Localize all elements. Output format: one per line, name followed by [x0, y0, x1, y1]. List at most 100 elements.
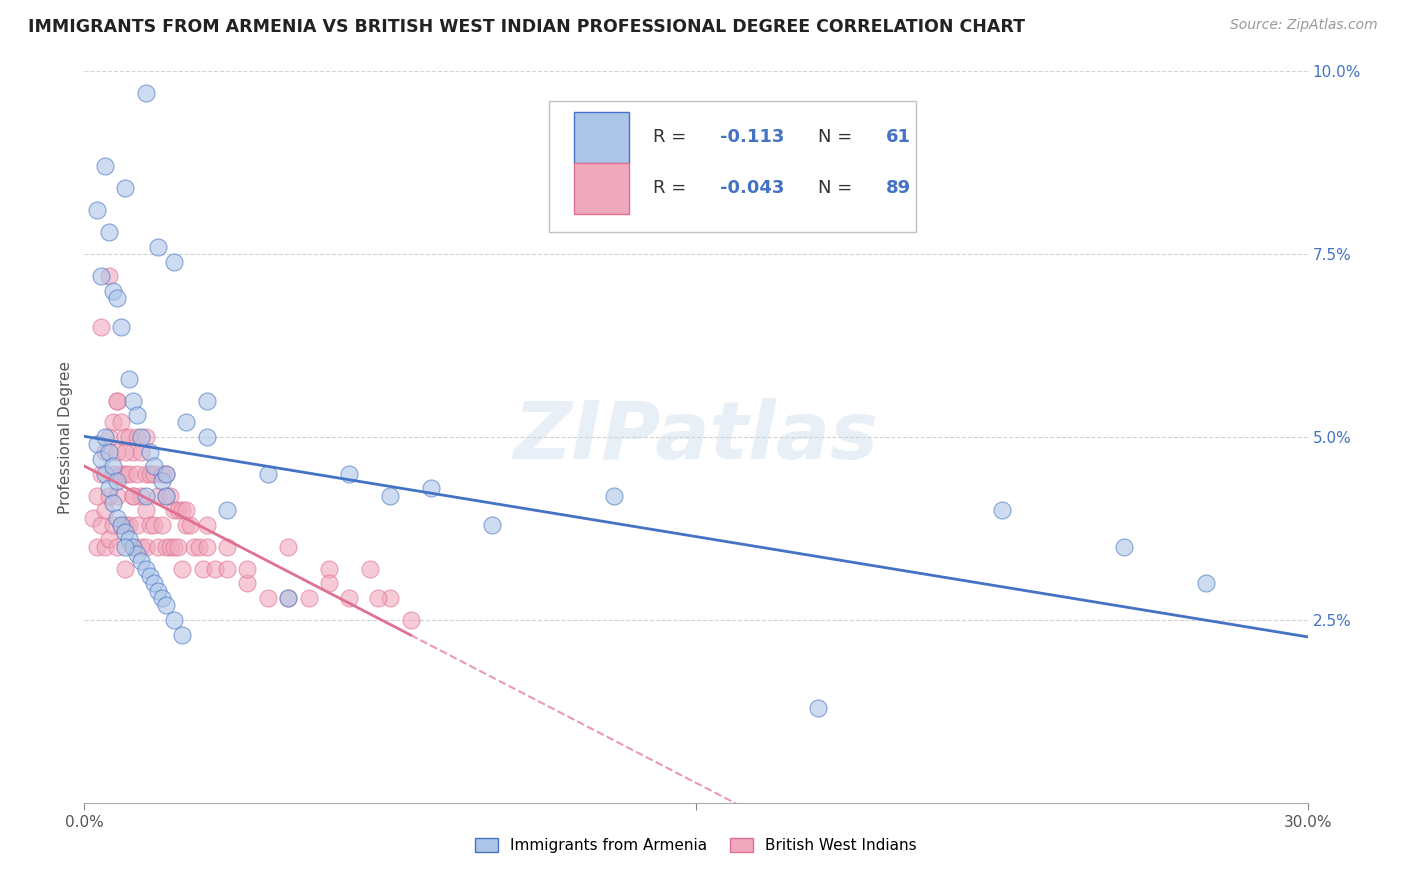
Point — [163, 540, 186, 554]
Point — [339, 467, 361, 481]
Point — [122, 540, 145, 554]
Point — [114, 540, 136, 554]
Point — [127, 517, 149, 532]
Point — [131, 489, 153, 503]
Point — [105, 393, 128, 408]
Point — [105, 291, 128, 305]
Point — [179, 517, 201, 532]
Point — [217, 540, 239, 554]
Point — [82, 510, 104, 524]
Point — [163, 254, 186, 268]
Point — [114, 467, 136, 481]
Point — [127, 430, 149, 444]
Point — [135, 540, 157, 554]
Point — [122, 444, 145, 458]
Point — [236, 576, 259, 591]
Point — [86, 489, 108, 503]
Point — [991, 503, 1014, 517]
Point — [318, 562, 340, 576]
Point — [90, 517, 112, 532]
Point — [318, 576, 340, 591]
Point — [150, 591, 173, 605]
Point — [159, 540, 181, 554]
Point — [146, 583, 169, 598]
Point — [135, 503, 157, 517]
Point — [131, 554, 153, 568]
Point — [110, 320, 132, 334]
Point — [122, 393, 145, 408]
Point — [93, 444, 115, 458]
Point — [155, 599, 177, 613]
Point — [118, 533, 141, 547]
Point — [155, 489, 177, 503]
Y-axis label: Professional Degree: Professional Degree — [58, 360, 73, 514]
Text: Source: ZipAtlas.com: Source: ZipAtlas.com — [1230, 18, 1378, 32]
Point — [93, 540, 115, 554]
Point — [127, 408, 149, 422]
Point — [127, 467, 149, 481]
Point — [146, 540, 169, 554]
Point — [187, 540, 209, 554]
Point — [105, 393, 128, 408]
Point — [167, 540, 190, 554]
Point — [105, 444, 128, 458]
Point — [481, 517, 503, 532]
Point — [135, 87, 157, 101]
Point — [114, 181, 136, 195]
Text: N =: N = — [818, 128, 858, 146]
Point — [142, 459, 165, 474]
Text: 89: 89 — [886, 179, 911, 197]
Point — [155, 489, 177, 503]
Point — [93, 430, 115, 444]
Point — [122, 489, 145, 503]
Point — [150, 467, 173, 481]
Point — [195, 393, 218, 408]
Point — [1195, 576, 1218, 591]
Point — [90, 320, 112, 334]
Point — [93, 467, 115, 481]
Point — [122, 489, 145, 503]
Point — [93, 503, 115, 517]
Point — [101, 517, 124, 532]
Point — [97, 533, 120, 547]
Point — [174, 416, 197, 430]
Point — [110, 467, 132, 481]
Point — [105, 489, 128, 503]
Point — [217, 503, 239, 517]
Point — [105, 474, 128, 488]
Point — [135, 467, 157, 481]
Point — [183, 540, 205, 554]
Point — [420, 481, 443, 495]
Point — [380, 591, 402, 605]
Point — [277, 591, 299, 605]
Point — [155, 467, 177, 481]
Point — [110, 517, 132, 532]
Point — [105, 540, 128, 554]
Point — [114, 517, 136, 532]
Point — [127, 547, 149, 561]
FancyBboxPatch shape — [574, 112, 628, 163]
Point — [90, 467, 112, 481]
Point — [114, 525, 136, 540]
Text: 61: 61 — [886, 128, 911, 146]
Point — [195, 540, 218, 554]
Point — [172, 562, 194, 576]
Point — [146, 240, 169, 254]
Point — [101, 496, 124, 510]
Point — [101, 467, 124, 481]
Point — [105, 510, 128, 524]
Point — [399, 613, 422, 627]
Point — [257, 591, 280, 605]
Point — [603, 489, 626, 503]
Text: N =: N = — [818, 179, 858, 197]
Point — [142, 517, 165, 532]
Text: IMMIGRANTS FROM ARMENIA VS BRITISH WEST INDIAN PROFESSIONAL DEGREE CORRELATION C: IMMIGRANTS FROM ARMENIA VS BRITISH WEST … — [28, 18, 1025, 36]
Point — [135, 430, 157, 444]
Point — [131, 430, 153, 444]
Point — [101, 459, 124, 474]
Point — [204, 562, 226, 576]
Point — [138, 444, 160, 458]
Point — [1114, 540, 1136, 554]
Text: ZIPatlas: ZIPatlas — [513, 398, 879, 476]
Point — [114, 562, 136, 576]
